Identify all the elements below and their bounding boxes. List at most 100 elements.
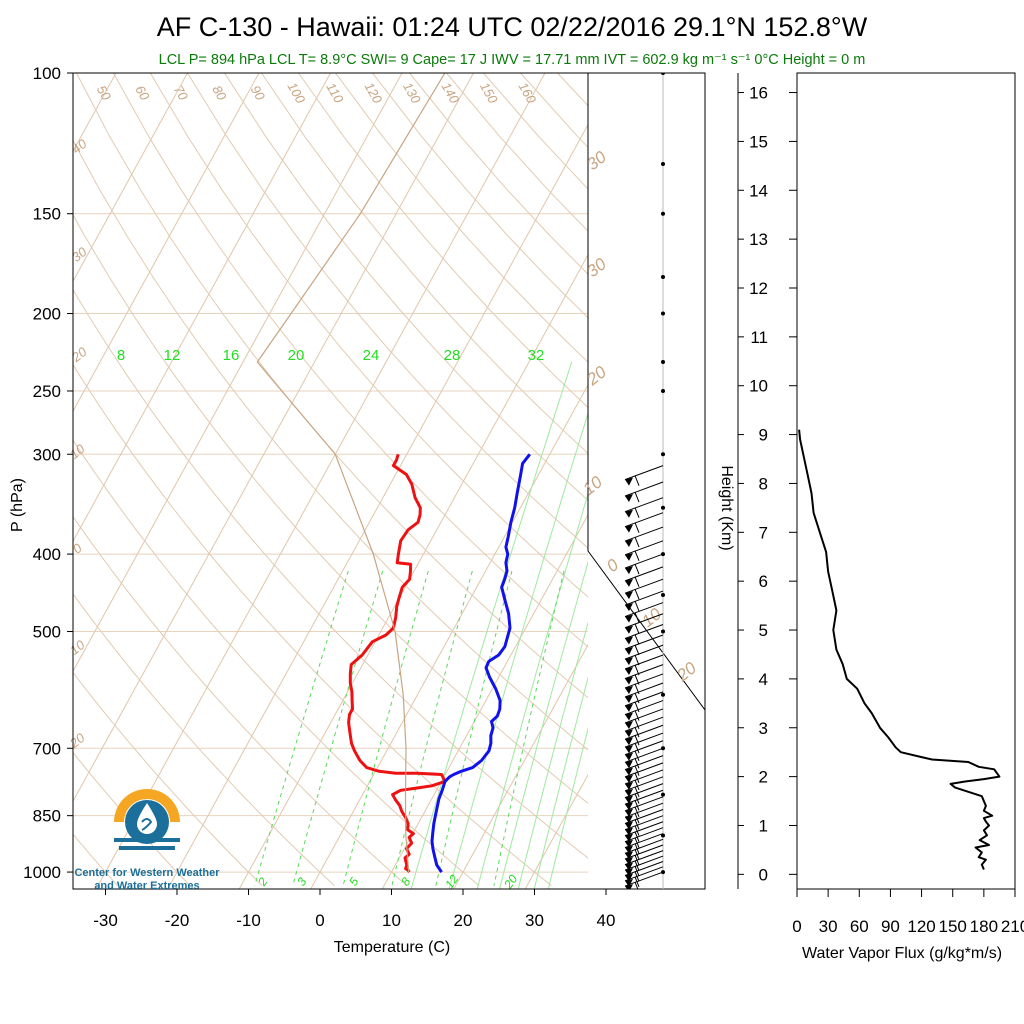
flux-x-tick-label: 150 (939, 917, 967, 936)
isotherm (167, 73, 617, 889)
wind-barb (624, 850, 664, 866)
barb-level-dot (661, 505, 665, 510)
mixing-ratio-label: 2 (254, 875, 270, 890)
dry-adiabat-label: 120 (361, 80, 385, 107)
isotherm (73, 73, 260, 413)
barb-level-dot (661, 360, 665, 365)
wind-barb (624, 624, 664, 639)
temperature-line (347, 453, 447, 873)
wind-barb-flag (625, 788, 633, 797)
isotherm (73, 73, 403, 673)
wind-barb (624, 833, 664, 849)
flux-y-tick-label: 9 (759, 426, 768, 445)
isotherm-label: 20 (68, 344, 90, 366)
wind-barb-flag (625, 781, 633, 790)
wind-barb-flag (625, 821, 633, 830)
wind-barb-feather (634, 563, 640, 575)
mixing-ratio-line (476, 361, 629, 889)
wind-barb-flag (625, 667, 633, 676)
barb-level-dot (661, 833, 665, 838)
wind-barb-feather (634, 612, 640, 623)
dry-adiabat (73, 363, 552, 887)
barb-level-dot (661, 162, 665, 167)
barb-level-dot (661, 629, 665, 634)
flux-y-tick-label: 10 (749, 377, 768, 396)
wind-barb (624, 526, 664, 542)
wind-barb-feather (634, 813, 640, 824)
flux-y-tick-label: 5 (759, 621, 768, 640)
wind-barb-flag (625, 494, 633, 503)
wind-barb-flag (625, 552, 633, 561)
wind-barb-feather (634, 576, 640, 588)
wind-barb-feather (634, 806, 640, 817)
chart-title: AF C-130 - Hawaii: 01:24 UTC 02/22/2016 … (157, 12, 868, 42)
y-tick-label: 100 (33, 64, 61, 83)
skew-t-frame (72, 72, 706, 890)
wind-barb-feather (634, 750, 640, 761)
wind-barb (624, 724, 664, 740)
y-tick-label: 700 (33, 739, 61, 758)
flux-x-tick-label: 30 (819, 917, 838, 936)
mixing-ratio-label: 24 (363, 347, 380, 364)
x-axis-title: Temperature (C) (334, 939, 450, 956)
wind-barb (624, 796, 664, 812)
wind-barb-flag (625, 603, 633, 612)
wind-barb-flag (625, 774, 633, 783)
wind-barb (624, 844, 664, 860)
wind-barb (624, 769, 664, 785)
wind-barb (624, 602, 664, 618)
wind-barb-flag (625, 676, 633, 685)
dry-adiabat-label: 60 (132, 83, 153, 104)
dry-adiabat (298, 73, 705, 511)
barb-mask (588, 73, 705, 889)
wind-barb-flag (625, 868, 633, 877)
wind-barb-flag (625, 539, 633, 548)
flux-x-axis-title: Water Vapor Flux (g/kg*m/s) (802, 945, 1002, 962)
wind-barb-feather (634, 507, 640, 518)
wind-barb-flag (625, 795, 633, 804)
mixing-ratio-label: 8 (398, 875, 413, 889)
mixing-ratio-label: 12 (164, 347, 181, 364)
y-tick-label: 300 (33, 445, 61, 464)
isotherm (73, 73, 188, 283)
wind-barb-flag (625, 591, 633, 600)
wind-barb-feather (634, 765, 640, 776)
dry-adiabat (224, 73, 705, 600)
wind-barb (624, 644, 664, 660)
wind-barb-feather (634, 735, 640, 746)
isotherm-label: 10 (67, 637, 88, 658)
wind-barb-flag (625, 657, 633, 666)
wind-barb-feather (634, 881, 639, 889)
isotherm-label: 30 (69, 244, 90, 265)
chart-subtitle: LCL P= 894 hPa LCL T= 8.9°C SWI= 9 Cape=… (159, 52, 866, 68)
wind-barb-flag (625, 745, 633, 754)
wind-barb-feather (634, 600, 640, 612)
wind-barb (624, 747, 664, 763)
wind-barb (624, 578, 664, 594)
y-tick-label: 1000 (23, 863, 61, 882)
wind-barb (624, 613, 664, 629)
flux-x-tick-label: 60 (850, 917, 869, 936)
x-tick-label: -10 (236, 911, 261, 930)
barb-level-dot (661, 388, 665, 393)
wind-barb-feather (634, 800, 640, 811)
y-tick-label: 850 (33, 807, 61, 826)
barb-level-dot (661, 211, 665, 216)
wind-barb-feather (634, 536, 640, 548)
wind-barb (624, 540, 664, 556)
barb-level-dot (661, 592, 665, 597)
wind-barb-flag (625, 839, 633, 848)
wind-barb-feather (634, 634, 640, 645)
wind-barb-flag (625, 767, 633, 776)
dry-adiabat-label: 50 (94, 83, 115, 104)
wind-barb (624, 776, 664, 792)
x-tick-label: -30 (93, 911, 118, 930)
barb-level-dot (661, 552, 665, 557)
dry-adiabat-label: 70 (171, 83, 192, 104)
wind-barb (624, 465, 664, 481)
wind-barb-feather (634, 825, 640, 836)
x-tick-label: -20 (165, 911, 190, 930)
wind-barb (624, 762, 664, 778)
y-tick-label: 250 (33, 382, 61, 401)
wind-barb (624, 789, 664, 805)
